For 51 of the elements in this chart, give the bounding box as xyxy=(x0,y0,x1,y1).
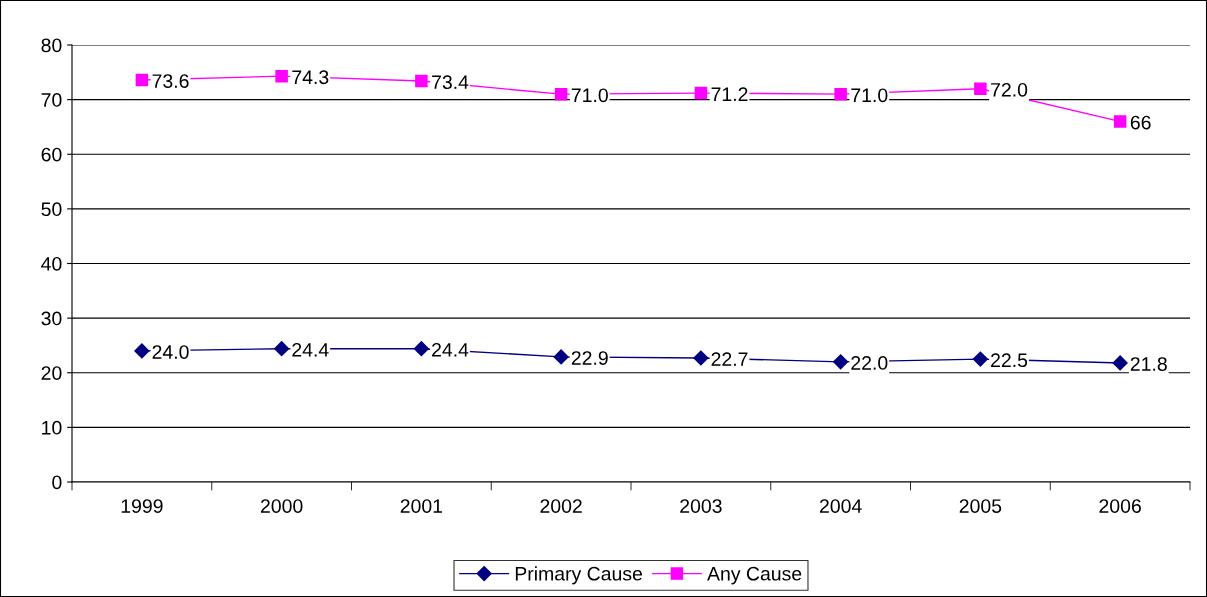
y-tick-label: 0 xyxy=(52,475,62,490)
point xyxy=(1113,115,1127,128)
x-tick-label: 2006 xyxy=(1099,499,1141,513)
x-tick-label: 2002 xyxy=(540,499,582,513)
data-label: 73.4 xyxy=(432,75,469,90)
point xyxy=(135,73,149,87)
point xyxy=(1112,355,1128,371)
y-tick-label: 70 xyxy=(41,93,62,107)
y-tick-label: 80 xyxy=(41,38,62,53)
point xyxy=(134,343,150,359)
y-tick-label: 40 xyxy=(41,256,62,271)
point xyxy=(972,351,988,367)
point xyxy=(275,69,288,83)
point xyxy=(413,341,429,357)
point xyxy=(554,87,568,101)
y-tick-label: 10 xyxy=(42,420,62,435)
data-label: 71.0 xyxy=(851,88,888,103)
legend-label: Any Cause xyxy=(707,566,802,585)
data-label: 22.9 xyxy=(571,351,608,365)
point xyxy=(974,82,987,95)
y-tick-label: 60 xyxy=(41,147,62,162)
data-label: 22.0 xyxy=(851,356,888,370)
data-label: 21.8 xyxy=(1130,357,1167,371)
x-tick-label: 2001 xyxy=(400,499,443,513)
y-tick-label: 50 xyxy=(41,202,62,217)
data-label: 24.0 xyxy=(152,345,189,359)
legend-label: Primary Cause xyxy=(515,566,643,585)
point xyxy=(694,86,708,100)
data-label: 22.7 xyxy=(711,352,748,366)
x-tick-label: 2004 xyxy=(819,499,862,513)
x-tick-label: 1999 xyxy=(121,499,163,513)
data-label: 22.5 xyxy=(991,353,1028,368)
y-tick-label: 20 xyxy=(41,366,62,380)
x-tick-label: 2000 xyxy=(260,499,303,513)
point xyxy=(834,87,847,101)
point xyxy=(553,349,569,365)
point xyxy=(693,350,709,366)
y-tick-label: 30 xyxy=(41,311,62,326)
data-label: 71.2 xyxy=(711,87,748,101)
data-label: 72.0 xyxy=(991,82,1028,97)
data-label: 71.0 xyxy=(571,88,608,103)
x-tick-label: 2003 xyxy=(680,499,722,513)
point xyxy=(833,354,849,370)
point xyxy=(415,74,428,88)
data-label: 73.6 xyxy=(152,74,189,88)
point xyxy=(274,341,290,357)
data-label: 74.3 xyxy=(292,70,329,85)
data-label: 66 xyxy=(1130,115,1151,130)
data-label: 24.4 xyxy=(432,342,469,357)
data-label: 24.4 xyxy=(292,342,329,357)
x-tick-label: 2005 xyxy=(959,499,1002,513)
